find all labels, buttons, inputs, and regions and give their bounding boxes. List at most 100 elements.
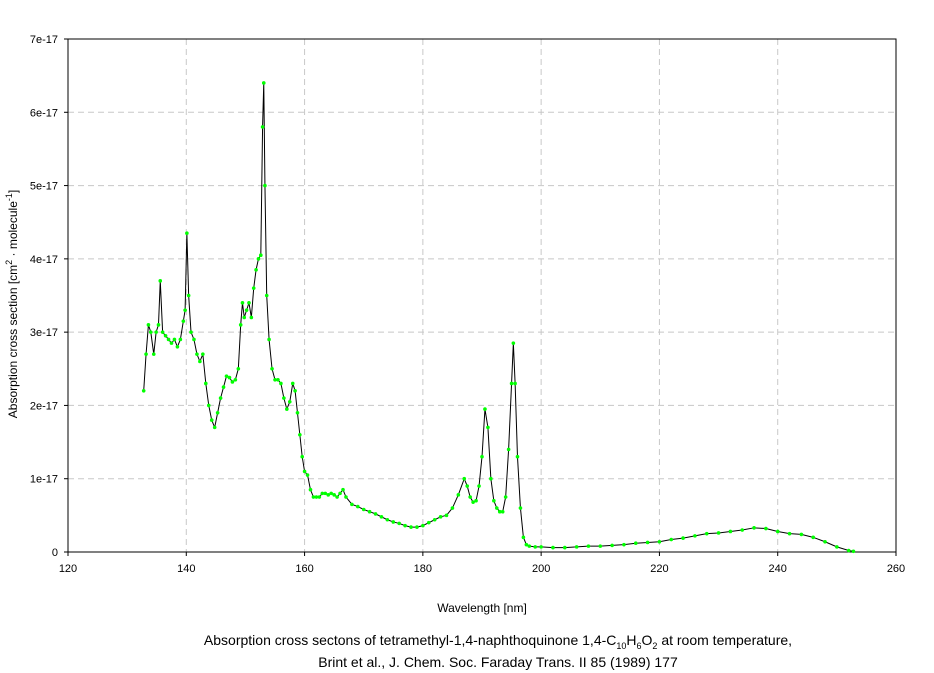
data-point: [835, 545, 839, 549]
data-point: [728, 529, 733, 534]
data-point: [311, 495, 316, 499]
data-point: [218, 396, 223, 400]
data-point: [276, 377, 280, 382]
data-point: [465, 484, 470, 488]
data-point: [764, 526, 768, 531]
data-point: [421, 523, 425, 528]
data-point: [503, 495, 508, 499]
data-point: [811, 535, 815, 540]
data-point: [156, 323, 161, 327]
data-point: [740, 528, 745, 532]
data-point: [450, 506, 455, 510]
data-point: [198, 359, 202, 364]
data-point: [367, 509, 372, 514]
data-point: [533, 545, 538, 549]
data-point: [483, 407, 487, 411]
y-tick-label: 3e-17: [30, 327, 58, 339]
data-point: [317, 495, 322, 499]
data-point: [506, 447, 511, 452]
data-point: [515, 454, 520, 459]
title-part: O: [642, 632, 653, 648]
data-point: [846, 548, 851, 553]
data-point: [267, 337, 271, 342]
data-point: [521, 535, 526, 540]
data-point: [175, 345, 180, 349]
data-point: [181, 319, 186, 323]
data-point: [163, 334, 168, 338]
data-line: [143, 82, 854, 552]
data-point: [518, 506, 523, 510]
chart-title: Absorption cross sectons of tetramethyl-…: [204, 632, 792, 651]
data-point: [287, 399, 292, 404]
data-point: [260, 125, 265, 129]
data-point: [259, 253, 263, 257]
data-point: [254, 268, 258, 272]
data-point: [251, 286, 256, 290]
data-point: [497, 509, 502, 514]
data-point: [227, 375, 232, 380]
x-tick-label: 200: [532, 563, 550, 575]
data-point: [391, 520, 396, 524]
data-point: [633, 541, 638, 546]
data-point: [230, 380, 235, 384]
data-point: [270, 366, 274, 371]
data-point: [189, 330, 193, 334]
data-point: [823, 539, 827, 544]
data-point: [513, 381, 517, 386]
plot-frame: [67, 38, 897, 553]
data-point: [444, 513, 449, 518]
x-tick-label: 120: [59, 563, 77, 575]
data-point: [158, 279, 163, 283]
data-point: [432, 517, 437, 522]
data-point: [212, 425, 217, 430]
data-point: [279, 381, 283, 386]
title-part: at room temperature,: [657, 632, 792, 648]
y-tick-label: 4e-17: [30, 254, 58, 266]
data-point: [273, 377, 277, 382]
title-part: H: [626, 632, 636, 648]
y-label-sup: -1: [4, 193, 14, 201]
data-point: [456, 493, 461, 497]
data-point: [144, 352, 148, 356]
data-point: [295, 410, 300, 415]
x-tick-label: 180: [414, 563, 432, 575]
data-point: [300, 454, 305, 459]
data-point: [598, 544, 603, 548]
y-label-part: ]: [6, 190, 20, 193]
data-point: [160, 330, 165, 334]
data-point: [462, 476, 467, 481]
data-point: [244, 308, 249, 312]
data-point: [752, 526, 756, 530]
y-tick-label: 2e-17: [30, 400, 58, 412]
y-tick-label: 6e-17: [30, 107, 58, 119]
data-point: [221, 385, 226, 389]
data-point: [302, 469, 307, 474]
data-point: [645, 540, 650, 545]
data-point: [166, 337, 171, 342]
data-point: [489, 476, 493, 481]
data-point: [356, 504, 360, 509]
data-point: [141, 388, 146, 393]
data-point: [238, 323, 243, 327]
data-point: [206, 403, 211, 408]
data-point: [305, 473, 310, 477]
data-point: [185, 231, 189, 236]
y-tick-label: 1e-17: [30, 474, 58, 486]
data-point: [471, 500, 475, 504]
data-point: [282, 396, 286, 400]
data-point: [298, 432, 302, 437]
data-point: [233, 377, 238, 382]
data-point: [799, 532, 804, 537]
data-point: [264, 293, 269, 298]
data-point: [169, 341, 174, 345]
data-point: [338, 491, 342, 496]
data-point: [201, 352, 205, 356]
data-point: [204, 381, 208, 386]
data-point: [657, 539, 662, 544]
x-tick-label: 160: [295, 563, 313, 575]
data-point: [154, 330, 158, 334]
data-point: [344, 495, 348, 499]
data-point: [500, 509, 505, 514]
data-point: [397, 521, 402, 526]
